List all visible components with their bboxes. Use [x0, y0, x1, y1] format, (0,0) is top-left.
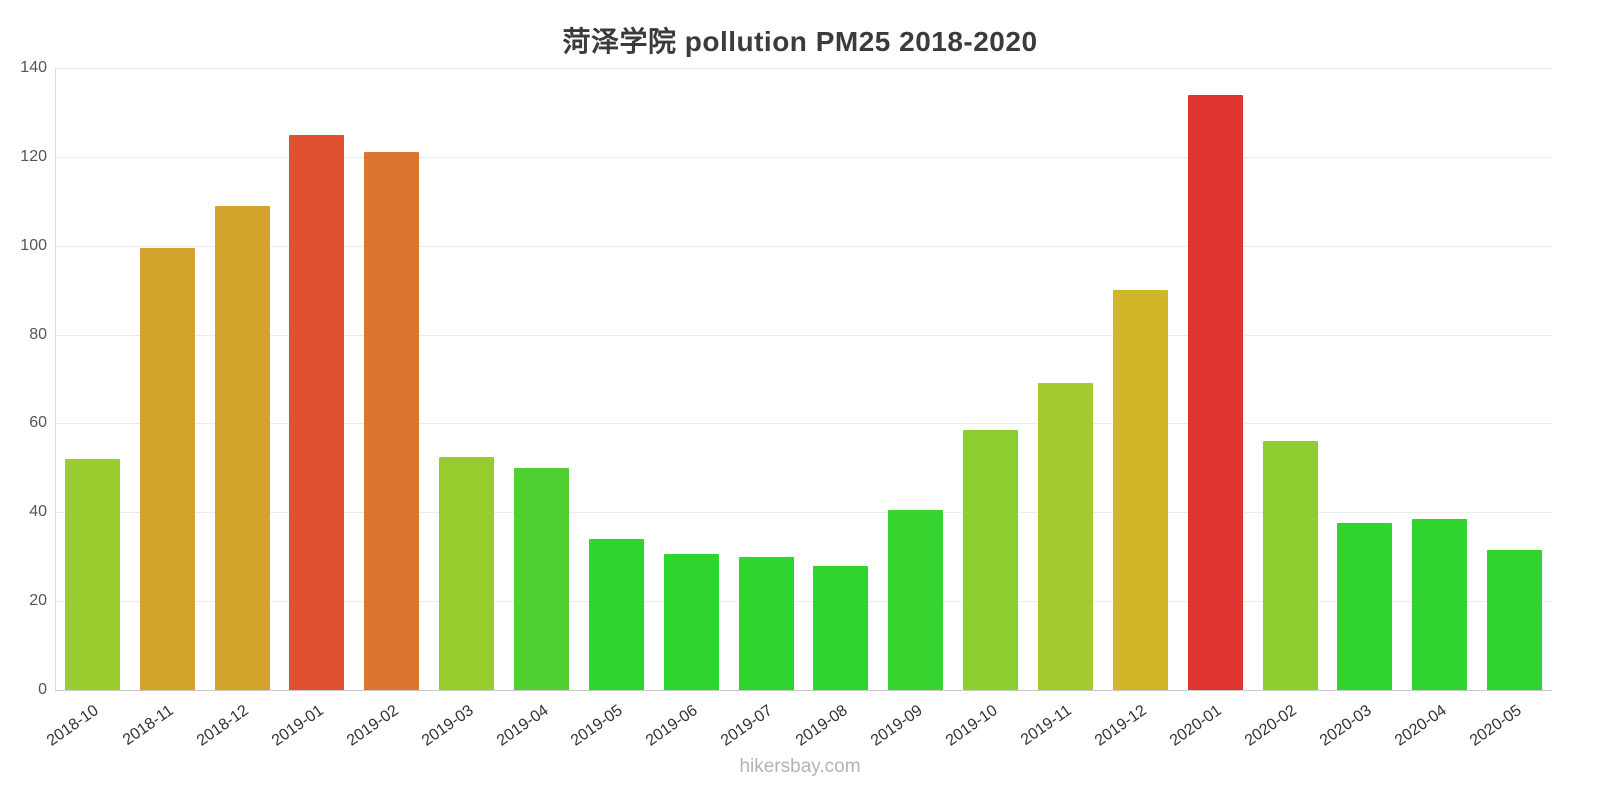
y-tick-label: 40 — [29, 503, 47, 521]
chart-title: 菏泽学院 pollution PM25 2018-2020 — [562, 26, 1038, 57]
bar-2020-03 — [1337, 523, 1392, 690]
bar-2018-11 — [140, 248, 195, 690]
bar-2019-08 — [813, 566, 868, 690]
bar-2020-05 — [1487, 550, 1542, 690]
gridline-y-60 — [55, 423, 1552, 425]
footer-credit: hikersbay.com — [739, 756, 861, 777]
bar-2019-09 — [888, 510, 943, 690]
y-tick-label: 120 — [20, 147, 47, 165]
y-axis-line — [55, 68, 56, 690]
gridline-y-0 — [55, 690, 1552, 691]
y-tick-label: 100 — [20, 236, 47, 254]
bar-2019-10 — [963, 430, 1018, 690]
y-tick-label: 0 — [38, 681, 47, 698]
gridline-y-140 — [55, 68, 1552, 69]
bar-2020-02 — [1263, 441, 1318, 690]
gridline-y-120 — [55, 156, 1552, 158]
bar-2019-06 — [664, 554, 719, 690]
bar-2019-11 — [1038, 383, 1093, 690]
bar-2020-01 — [1188, 95, 1243, 690]
y-tick-label: 140 — [20, 59, 47, 76]
bar-2019-07 — [739, 557, 794, 690]
bar-2019-12 — [1113, 290, 1168, 690]
bar-2019-02 — [364, 152, 419, 690]
gridline-y-80 — [55, 334, 1552, 336]
bar-2019-03 — [439, 457, 494, 690]
gridline-y-100 — [55, 245, 1552, 247]
bar-2020-04 — [1412, 519, 1467, 690]
y-tick-label: 20 — [29, 592, 47, 610]
plot-area: 0 20 40 60 80 100 120 140 2018-10 2018-11 2018-12 2… — [20, 60, 1552, 750]
bar-2019-01 — [289, 135, 344, 690]
y-tick-label: 80 — [29, 325, 47, 343]
bar-2019-05 — [589, 539, 644, 690]
bar-2018-10 — [65, 459, 120, 690]
gridline-y-40 — [55, 512, 1552, 514]
gridline-y-20 — [55, 601, 1552, 603]
bar-2019-04 — [514, 468, 569, 690]
y-tick-label: 60 — [29, 414, 47, 432]
bar-2018-12 — [215, 206, 270, 690]
